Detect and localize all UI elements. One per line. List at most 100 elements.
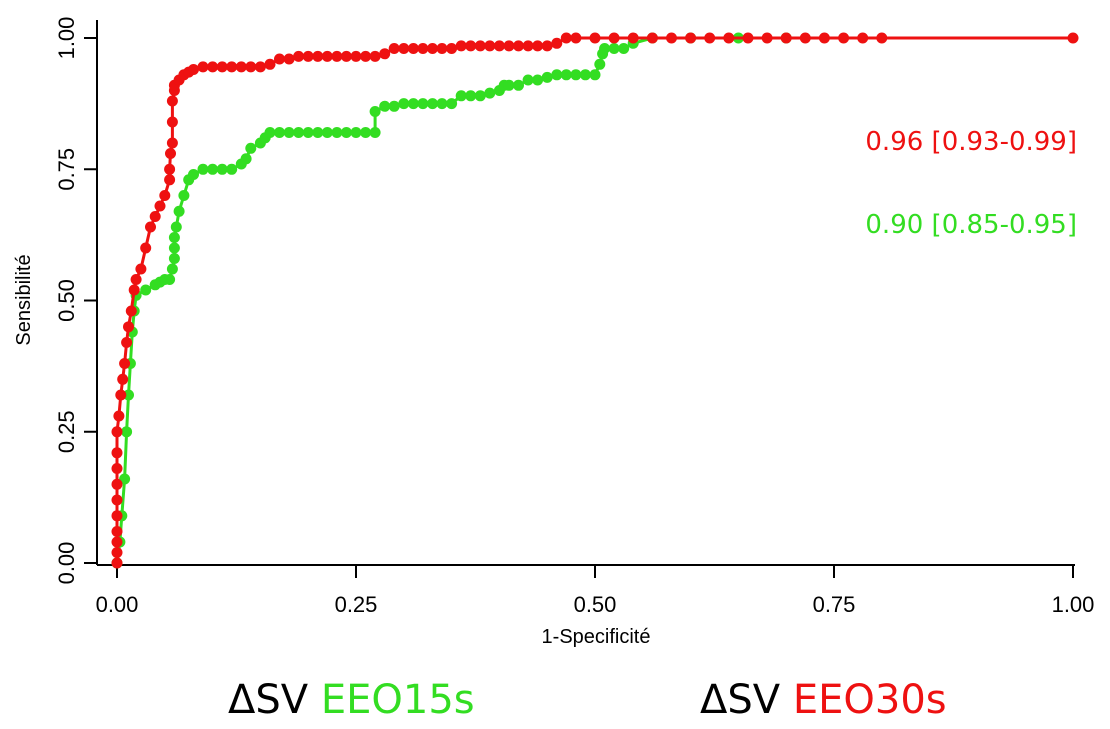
auc-label-eeo30s: 0.96 [0.93-0.99] (865, 127, 1077, 157)
data-point-eeo15s (541, 71, 553, 83)
data-point-eeo15s (216, 163, 228, 175)
data-point-eeo30s (188, 64, 199, 75)
data-point-eeo15s (379, 100, 391, 112)
data-point-eeo30s (165, 148, 176, 159)
data-point-eeo15s (140, 284, 152, 296)
data-point-eeo30s (838, 32, 850, 44)
data-point-eeo30s (154, 200, 166, 212)
data-point-eeo30s (166, 137, 178, 149)
x-tick-label: 0.00 (96, 592, 139, 617)
data-point-eeo15s (513, 79, 524, 91)
data-point-eeo30s (799, 32, 811, 44)
legend-label-eeo30s: EEO30s (792, 677, 947, 723)
data-point-eeo30s (522, 40, 534, 52)
data-point-eeo30s (704, 32, 716, 44)
data-point-eeo30s (589, 32, 601, 44)
data-point-eeo30s (164, 163, 176, 175)
data-point-eeo30s (503, 40, 515, 52)
data-point-eeo15s (170, 221, 182, 233)
data-point-eeo30s (135, 263, 147, 275)
data-point-eeo15s (274, 127, 285, 138)
data-point-eeo15s (340, 127, 352, 138)
data-point-eeo30s (484, 40, 496, 52)
data-point-eeo30s (369, 50, 381, 62)
data-point-eeo15s (226, 163, 238, 175)
data-point-eeo15s (350, 127, 362, 138)
data-point-eeo30s (350, 50, 362, 62)
data-point-eeo30s (121, 337, 133, 348)
data-point-eeo30s (436, 43, 448, 54)
data-point-eeo15s (321, 127, 333, 138)
data-point-eeo15s (240, 153, 252, 165)
data-point-eeo15s (369, 127, 381, 138)
data-point-eeo30s (455, 40, 467, 52)
legend-prefix: ΔSV (228, 677, 309, 723)
data-point-eeo30s (761, 32, 773, 44)
data-point-eeo15s (427, 98, 438, 110)
data-point-eeo15s (245, 142, 257, 154)
data-point-eeo30s (1067, 32, 1079, 44)
data-point-eeo15s (178, 190, 190, 201)
data-point-eeo30s (446, 43, 458, 54)
axes (96, 20, 1075, 566)
data-point-eeo30s (551, 37, 563, 49)
data-point-eeo30s (283, 53, 295, 65)
data-point-eeo15s (594, 58, 606, 70)
data-point-eeo30s (331, 50, 343, 62)
data-point-eeo30s (857, 32, 869, 44)
series-line-eeo15s (115, 36, 787, 564)
data-point-eeo30s (128, 284, 140, 296)
data-point-eeo15s (123, 389, 134, 401)
data-point-eeo15s (503, 79, 515, 91)
data-point-eeo30s (340, 50, 352, 62)
data-point-eeo30s (111, 494, 123, 506)
data-point-eeo30s (493, 40, 505, 52)
data-point-eeo30s (646, 32, 658, 44)
data-point-eeo30s (115, 389, 127, 401)
legend-prefix: ΔSV (700, 677, 781, 723)
data-point-eeo15s (579, 69, 591, 81)
data-point-eeo30s (465, 40, 477, 52)
y-tick-label: 0.25 (54, 410, 79, 453)
data-point-eeo30s (427, 43, 438, 54)
data-point-eeo30s (274, 53, 285, 65)
roc-chart: 0.00 0.25 0.50 0.75 1.00 0.00 0.25 0.50 0.75 1.00… (13, 17, 1095, 648)
data-point-eeo15s (369, 106, 381, 117)
data-point-eeo30s (254, 61, 266, 73)
data-point-eeo30s (119, 358, 131, 369)
legend-label-eeo15s: EEO15s (320, 677, 475, 723)
data-point-eeo15s (589, 69, 601, 81)
series-line-eeo30s (115, 36, 1073, 563)
data-point-eeo30s (666, 32, 677, 44)
legend-eeo15s: ΔSV EEO15s (228, 680, 475, 720)
y-tick-label: 0.50 (54, 279, 79, 322)
data-point-eeo30s (723, 32, 735, 44)
data-point-eeo30s (780, 32, 792, 44)
data-point-eeo30s (111, 547, 123, 558)
data-point-eeo30s (876, 32, 888, 44)
data-point-eeo30s (111, 526, 123, 537)
data-point-eeo30s (321, 50, 333, 62)
data-point-eeo30s (111, 426, 123, 438)
data-point-eeo15s (197, 163, 209, 175)
data-point-eeo15s (302, 127, 314, 138)
data-point-eeo15s (417, 98, 429, 110)
data-point-eeo30s (130, 274, 142, 285)
data-point-eeo15s (264, 127, 276, 138)
data-point-eeo30s (608, 32, 620, 44)
data-point-eeo15s (121, 426, 133, 438)
data-point-eeo15s (283, 127, 295, 138)
data-point-eeo30s (818, 32, 830, 44)
y-tick-label: 0.75 (54, 148, 79, 191)
x-tick-label: 0.25 (335, 592, 378, 617)
x-tick-label: 1.00 (1052, 592, 1095, 617)
data-point-eeo30s (417, 43, 429, 54)
data-point-eeo30s (111, 510, 123, 522)
data-point-eeo15s (331, 127, 343, 138)
data-point-eeo30s (685, 32, 697, 44)
data-point-eeo15s (166, 263, 178, 275)
data-point-eeo15s (618, 43, 630, 54)
data-point-eeo30s (302, 50, 314, 62)
data-point-eeo30s (388, 43, 400, 54)
data-point-eeo30s (123, 321, 134, 333)
